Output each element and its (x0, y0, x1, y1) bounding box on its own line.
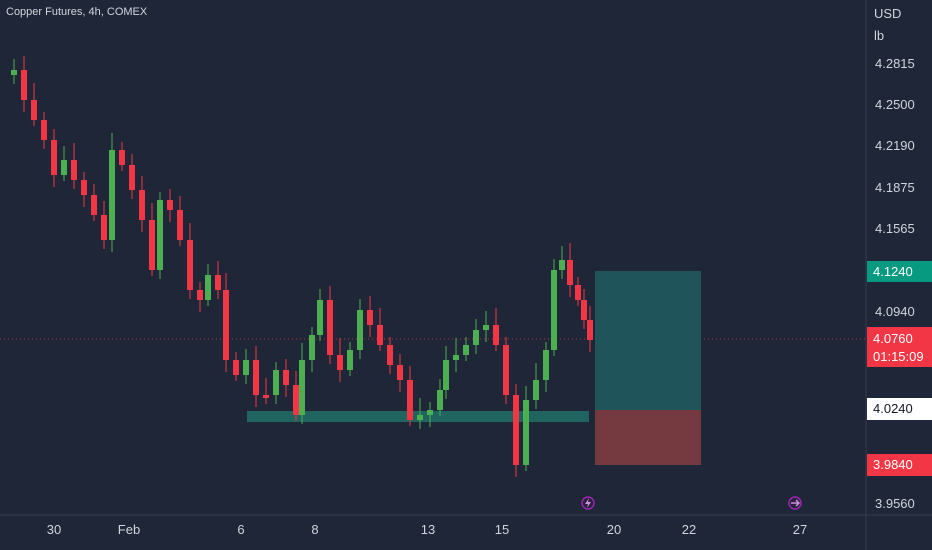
candle-body (473, 330, 479, 345)
candle-body (253, 360, 259, 395)
candle-body (51, 140, 57, 175)
candle-body (167, 200, 173, 210)
candle-body (523, 400, 529, 465)
candlestick-series (11, 56, 593, 477)
candle-body (31, 100, 37, 120)
price-tick: 4.2500 (875, 97, 915, 112)
candle-body (283, 370, 289, 385)
stop-price-badge: 3.9840 (867, 454, 932, 476)
candle-body (101, 215, 107, 240)
candle-body (367, 310, 373, 325)
candle-body (215, 275, 221, 290)
candle-body (187, 240, 193, 290)
candle-body (91, 195, 97, 215)
time-tick: 30 (46, 522, 62, 537)
current-price-value: 4.0760 (873, 331, 913, 346)
candle-body (233, 360, 239, 375)
candle-body (533, 380, 539, 400)
candle-body (71, 160, 77, 180)
candle-body (109, 150, 115, 240)
candle-body (443, 360, 449, 390)
bar-countdown: 01:15:09 (873, 349, 924, 364)
candle-body (299, 360, 305, 415)
profit-zone[interactable] (595, 271, 701, 410)
candle-body (41, 120, 47, 140)
candle-body (273, 370, 279, 395)
time-tick: 6 (237, 522, 245, 537)
candle-body (327, 300, 333, 355)
dividend-event-icon[interactable] (788, 496, 802, 510)
entry-price-badge: 4.0240 (867, 398, 932, 420)
price-tick: 4.0940 (875, 304, 915, 319)
candle-body (503, 345, 509, 395)
candle-body (463, 345, 469, 355)
candle-body (397, 365, 403, 380)
candle-body (223, 290, 229, 360)
currency-label: USD (874, 6, 902, 21)
price-tick: 4.1565 (875, 221, 915, 236)
candle-body (453, 355, 459, 360)
time-tick: 13 (420, 522, 436, 537)
price-tick: 4.2190 (875, 138, 915, 153)
time-tick: Feb (117, 522, 141, 537)
chart-title: Copper Futures, 4h, COMEX (6, 6, 148, 18)
price-tick: 3.9560 (875, 496, 915, 511)
candle-body (11, 70, 17, 75)
candle-body (575, 285, 581, 300)
candle-body (337, 355, 343, 370)
lightning-event-icon[interactable] (581, 496, 595, 510)
candle-body (157, 200, 163, 270)
candle-body (347, 350, 353, 370)
candle-body (551, 270, 557, 350)
candle-body (543, 350, 549, 380)
candle-body (177, 210, 183, 240)
candle-body (407, 380, 413, 420)
candle-body (205, 275, 211, 300)
price-tick: 4.2815 (875, 56, 915, 71)
candle-body (293, 385, 299, 415)
candle-body (21, 70, 27, 100)
candle-body (61, 160, 67, 175)
candle-body (493, 325, 499, 345)
candle-body (483, 325, 489, 330)
candle-body (513, 395, 519, 465)
time-tick: 22 (681, 522, 697, 537)
candle-body (119, 150, 125, 165)
candle-body (387, 345, 393, 365)
candle-body (377, 325, 383, 345)
time-tick: 8 (311, 522, 319, 537)
candle-body (317, 300, 323, 335)
candle-body (587, 320, 593, 340)
candle-body (243, 360, 249, 375)
time-tick: 20 (606, 522, 622, 537)
candle-body (417, 415, 423, 420)
price-tick: 4.1875 (875, 180, 915, 195)
candle-body (263, 395, 269, 398)
candle-body (559, 260, 565, 270)
candle-body (437, 390, 443, 410)
candle-body (567, 260, 573, 285)
candle-body (149, 220, 155, 270)
loss-zone[interactable] (595, 410, 701, 465)
candle-body (139, 190, 145, 220)
candle-body (197, 290, 203, 300)
candle-body (129, 165, 135, 190)
current-price-badge: 4.0760 01:15:09 (867, 327, 932, 367)
time-tick: 15 (494, 522, 510, 537)
candle-body (581, 300, 587, 320)
target-price-badge: 4.1240 (867, 261, 932, 282)
candle-body (357, 310, 363, 350)
time-tick: 27 (792, 522, 808, 537)
unit-label: lb (874, 28, 885, 43)
candle-body (309, 335, 315, 360)
candle-body (81, 180, 87, 195)
candle-body (427, 410, 433, 415)
